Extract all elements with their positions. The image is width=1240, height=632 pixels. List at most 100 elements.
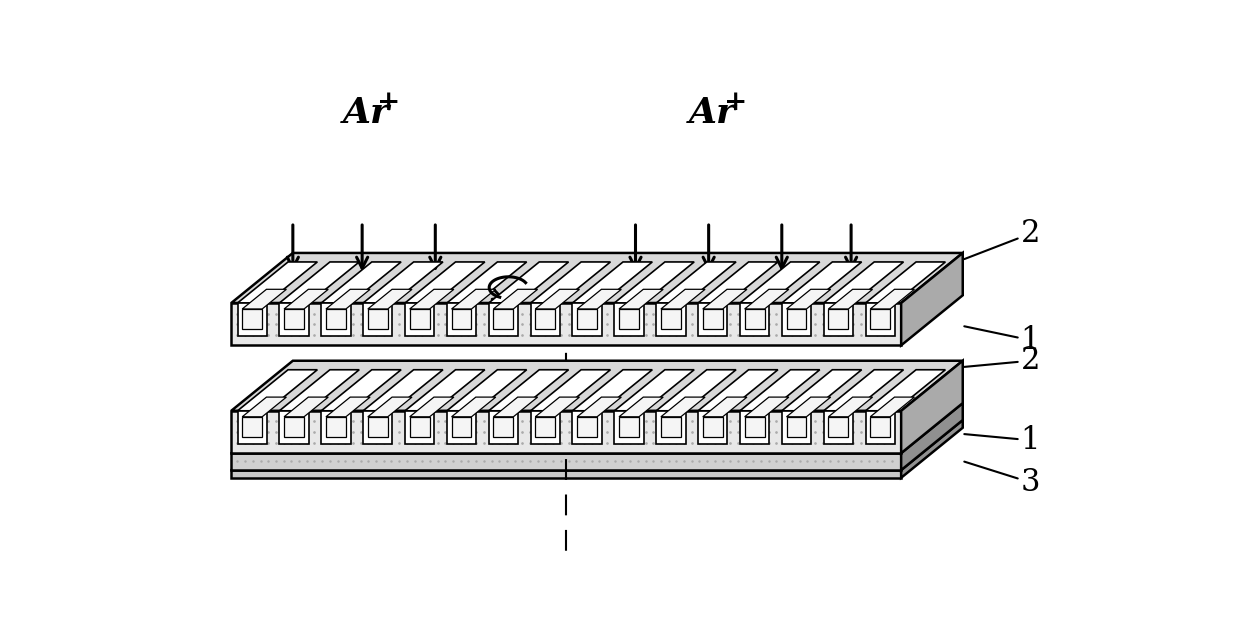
Polygon shape <box>703 416 723 437</box>
Polygon shape <box>494 416 513 437</box>
Polygon shape <box>231 470 901 478</box>
Polygon shape <box>494 289 538 309</box>
Polygon shape <box>531 262 610 303</box>
Polygon shape <box>823 370 904 411</box>
Polygon shape <box>901 253 962 345</box>
Polygon shape <box>446 303 476 336</box>
Polygon shape <box>326 397 370 416</box>
Polygon shape <box>740 262 820 303</box>
Polygon shape <box>238 411 267 444</box>
Text: 2: 2 <box>965 218 1040 259</box>
Polygon shape <box>661 397 706 416</box>
Polygon shape <box>451 397 496 416</box>
Polygon shape <box>279 370 360 411</box>
Polygon shape <box>656 411 686 444</box>
Polygon shape <box>703 397 746 416</box>
Polygon shape <box>828 397 873 416</box>
Polygon shape <box>321 262 401 303</box>
Polygon shape <box>614 262 694 303</box>
Polygon shape <box>363 303 392 336</box>
Polygon shape <box>242 397 286 416</box>
Polygon shape <box>284 416 304 437</box>
Polygon shape <box>409 309 429 329</box>
Polygon shape <box>828 289 873 309</box>
Polygon shape <box>866 262 945 303</box>
Polygon shape <box>321 370 401 411</box>
Polygon shape <box>782 411 811 444</box>
Polygon shape <box>782 370 862 411</box>
Polygon shape <box>531 370 610 411</box>
Polygon shape <box>901 420 962 478</box>
Text: 1: 1 <box>965 425 1040 456</box>
Polygon shape <box>870 416 890 437</box>
Polygon shape <box>284 289 329 309</box>
Polygon shape <box>619 309 639 329</box>
Polygon shape <box>489 370 569 411</box>
Polygon shape <box>656 370 737 411</box>
Polygon shape <box>231 411 901 453</box>
Polygon shape <box>409 416 429 437</box>
Polygon shape <box>661 289 706 309</box>
Polygon shape <box>536 416 556 437</box>
Polygon shape <box>231 420 962 470</box>
Polygon shape <box>698 303 728 336</box>
Polygon shape <box>901 403 962 470</box>
Polygon shape <box>326 416 346 437</box>
Polygon shape <box>573 262 652 303</box>
Polygon shape <box>866 303 895 336</box>
Polygon shape <box>786 416 806 437</box>
Polygon shape <box>656 262 737 303</box>
Polygon shape <box>368 309 388 329</box>
Text: Ar: Ar <box>342 96 389 130</box>
Polygon shape <box>698 411 728 444</box>
Polygon shape <box>823 411 853 444</box>
Polygon shape <box>242 289 286 309</box>
Polygon shape <box>405 411 434 444</box>
Polygon shape <box>238 303 267 336</box>
Polygon shape <box>619 416 639 437</box>
Polygon shape <box>326 289 370 309</box>
Polygon shape <box>451 416 471 437</box>
Polygon shape <box>489 303 518 336</box>
Polygon shape <box>577 289 621 309</box>
Polygon shape <box>494 309 513 329</box>
Polygon shape <box>368 416 388 437</box>
Text: +: + <box>377 88 401 116</box>
Polygon shape <box>536 397 579 416</box>
Polygon shape <box>409 289 454 309</box>
Polygon shape <box>661 309 681 329</box>
Polygon shape <box>828 309 848 329</box>
Polygon shape <box>231 303 901 345</box>
Polygon shape <box>536 309 556 329</box>
Polygon shape <box>231 403 962 453</box>
Polygon shape <box>279 303 309 336</box>
Polygon shape <box>573 370 652 411</box>
Polygon shape <box>284 309 304 329</box>
Polygon shape <box>745 397 789 416</box>
Polygon shape <box>614 303 644 336</box>
Polygon shape <box>451 309 471 329</box>
Polygon shape <box>321 411 351 444</box>
Polygon shape <box>231 453 901 470</box>
Polygon shape <box>782 262 862 303</box>
Polygon shape <box>536 289 579 309</box>
Polygon shape <box>573 411 601 444</box>
Polygon shape <box>745 309 765 329</box>
Polygon shape <box>446 262 527 303</box>
Polygon shape <box>279 411 309 444</box>
Polygon shape <box>786 309 806 329</box>
Polygon shape <box>698 370 777 411</box>
Polygon shape <box>405 370 485 411</box>
Polygon shape <box>656 303 686 336</box>
Polygon shape <box>577 397 621 416</box>
Polygon shape <box>363 370 443 411</box>
Text: Ar: Ar <box>689 96 737 130</box>
Polygon shape <box>231 361 962 411</box>
Polygon shape <box>531 303 560 336</box>
Polygon shape <box>870 289 914 309</box>
Polygon shape <box>698 262 777 303</box>
Polygon shape <box>231 253 962 303</box>
Polygon shape <box>745 289 789 309</box>
Polygon shape <box>901 361 962 453</box>
Polygon shape <box>242 309 262 329</box>
